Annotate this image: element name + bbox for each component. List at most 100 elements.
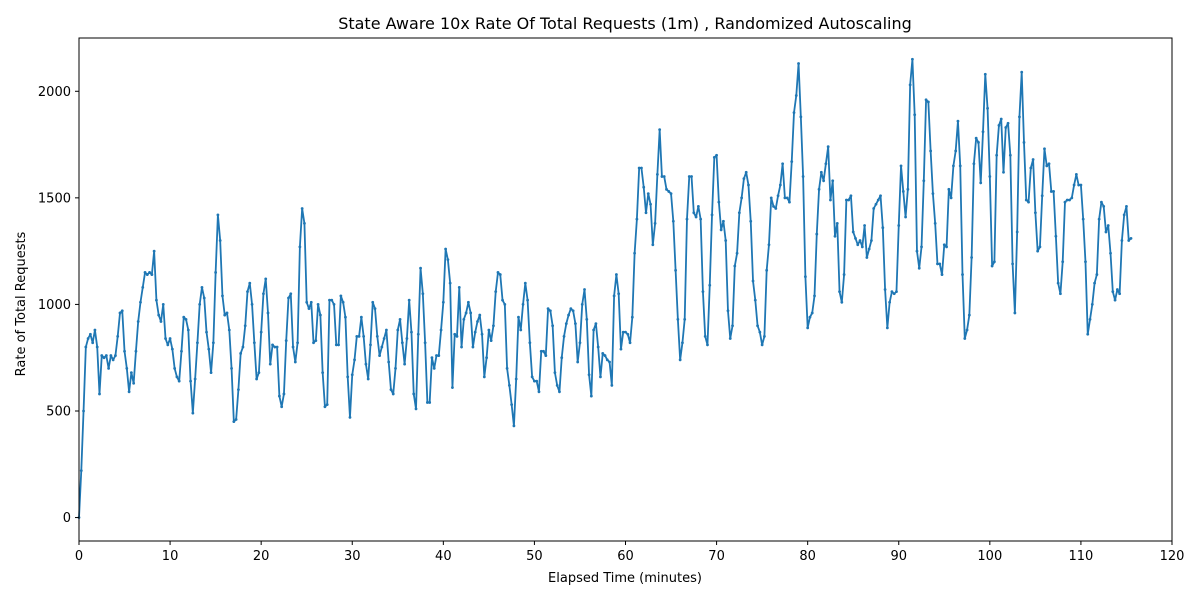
data-point bbox=[453, 332, 457, 336]
data-point bbox=[717, 200, 721, 204]
data-point bbox=[1004, 126, 1008, 129]
data-point bbox=[1018, 115, 1021, 119]
data-point bbox=[847, 198, 851, 202]
x-tick-label: 20 bbox=[253, 549, 270, 564]
data-point bbox=[378, 354, 381, 357]
data-point bbox=[430, 356, 434, 360]
data-point bbox=[1097, 217, 1101, 221]
data-point bbox=[439, 328, 443, 332]
data-point bbox=[974, 136, 978, 140]
data-point bbox=[990, 264, 994, 268]
data-point bbox=[293, 360, 297, 364]
data-point bbox=[262, 292, 265, 296]
data-point bbox=[164, 337, 167, 340]
data-point bbox=[578, 341, 582, 345]
data-point bbox=[603, 354, 607, 357]
data-point bbox=[1111, 290, 1115, 294]
data-point bbox=[93, 328, 97, 332]
data-point bbox=[1059, 292, 1062, 296]
data-point bbox=[155, 298, 158, 302]
data-point bbox=[95, 345, 99, 349]
data-point bbox=[152, 249, 156, 253]
data-point bbox=[999, 117, 1003, 121]
data-point bbox=[375, 334, 379, 338]
data-point bbox=[831, 179, 835, 183]
data-point bbox=[182, 315, 186, 319]
data-point bbox=[799, 115, 803, 119]
data-point bbox=[314, 339, 318, 343]
data-point bbox=[742, 177, 746, 181]
data-point bbox=[127, 390, 131, 394]
data-point bbox=[407, 298, 411, 302]
data-point bbox=[813, 294, 816, 298]
data-point bbox=[1074, 173, 1078, 176]
data-point bbox=[507, 384, 511, 387]
data-point bbox=[519, 328, 523, 332]
data-point bbox=[817, 187, 821, 191]
plot-area bbox=[77, 57, 1133, 519]
data-point bbox=[423, 341, 427, 345]
data-point bbox=[246, 290, 249, 294]
data-point bbox=[1109, 251, 1112, 255]
data-point bbox=[824, 162, 828, 166]
data-point bbox=[997, 123, 1001, 127]
data-point bbox=[899, 164, 903, 168]
data-point bbox=[184, 317, 188, 321]
data-point bbox=[897, 224, 901, 227]
data-point bbox=[574, 322, 577, 325]
data-point bbox=[316, 303, 320, 306]
data-point bbox=[585, 317, 589, 321]
data-point bbox=[136, 320, 140, 323]
data-point bbox=[640, 166, 643, 170]
data-point bbox=[865, 256, 869, 259]
data-point bbox=[822, 179, 826, 183]
data-point bbox=[175, 375, 179, 379]
data-point bbox=[344, 315, 347, 319]
data-point bbox=[906, 187, 910, 191]
data-point bbox=[396, 328, 400, 332]
data-point bbox=[819, 170, 823, 174]
data-point bbox=[389, 388, 393, 392]
data-point bbox=[671, 219, 675, 223]
data-point bbox=[947, 187, 951, 191]
data-point bbox=[193, 377, 197, 381]
data-point bbox=[1006, 121, 1010, 125]
data-point bbox=[141, 285, 145, 289]
data-point bbox=[339, 294, 343, 298]
data-point bbox=[769, 196, 773, 200]
data-point bbox=[412, 392, 416, 396]
data-point bbox=[890, 290, 894, 294]
data-point bbox=[952, 164, 955, 168]
data-point bbox=[970, 256, 974, 259]
data-point bbox=[373, 307, 377, 311]
data-point bbox=[687, 175, 691, 178]
data-point bbox=[747, 183, 750, 187]
data-point bbox=[1095, 273, 1099, 276]
data-point bbox=[772, 204, 775, 208]
data-point bbox=[134, 349, 138, 353]
data-point bbox=[954, 149, 958, 153]
data-point bbox=[938, 262, 942, 266]
x-tick-label: 100 bbox=[977, 549, 1002, 564]
data-point bbox=[341, 300, 345, 304]
data-point bbox=[366, 377, 370, 381]
data-point bbox=[1031, 158, 1035, 161]
data-point bbox=[797, 62, 800, 65]
data-point bbox=[200, 285, 204, 289]
data-point bbox=[280, 405, 284, 409]
data-point bbox=[1040, 194, 1044, 198]
data-point bbox=[252, 341, 256, 345]
data-point bbox=[958, 164, 962, 168]
data-point bbox=[835, 222, 839, 225]
data-point bbox=[237, 388, 240, 392]
data-point bbox=[794, 94, 798, 97]
data-point bbox=[977, 141, 980, 144]
data-point bbox=[330, 298, 334, 302]
data-point bbox=[526, 298, 529, 302]
data-point bbox=[371, 300, 375, 304]
x-tick-label: 30 bbox=[344, 549, 361, 564]
data-point bbox=[667, 190, 671, 193]
data-point bbox=[425, 401, 429, 404]
data-point bbox=[512, 424, 516, 428]
x-tick-label: 0 bbox=[75, 549, 83, 564]
